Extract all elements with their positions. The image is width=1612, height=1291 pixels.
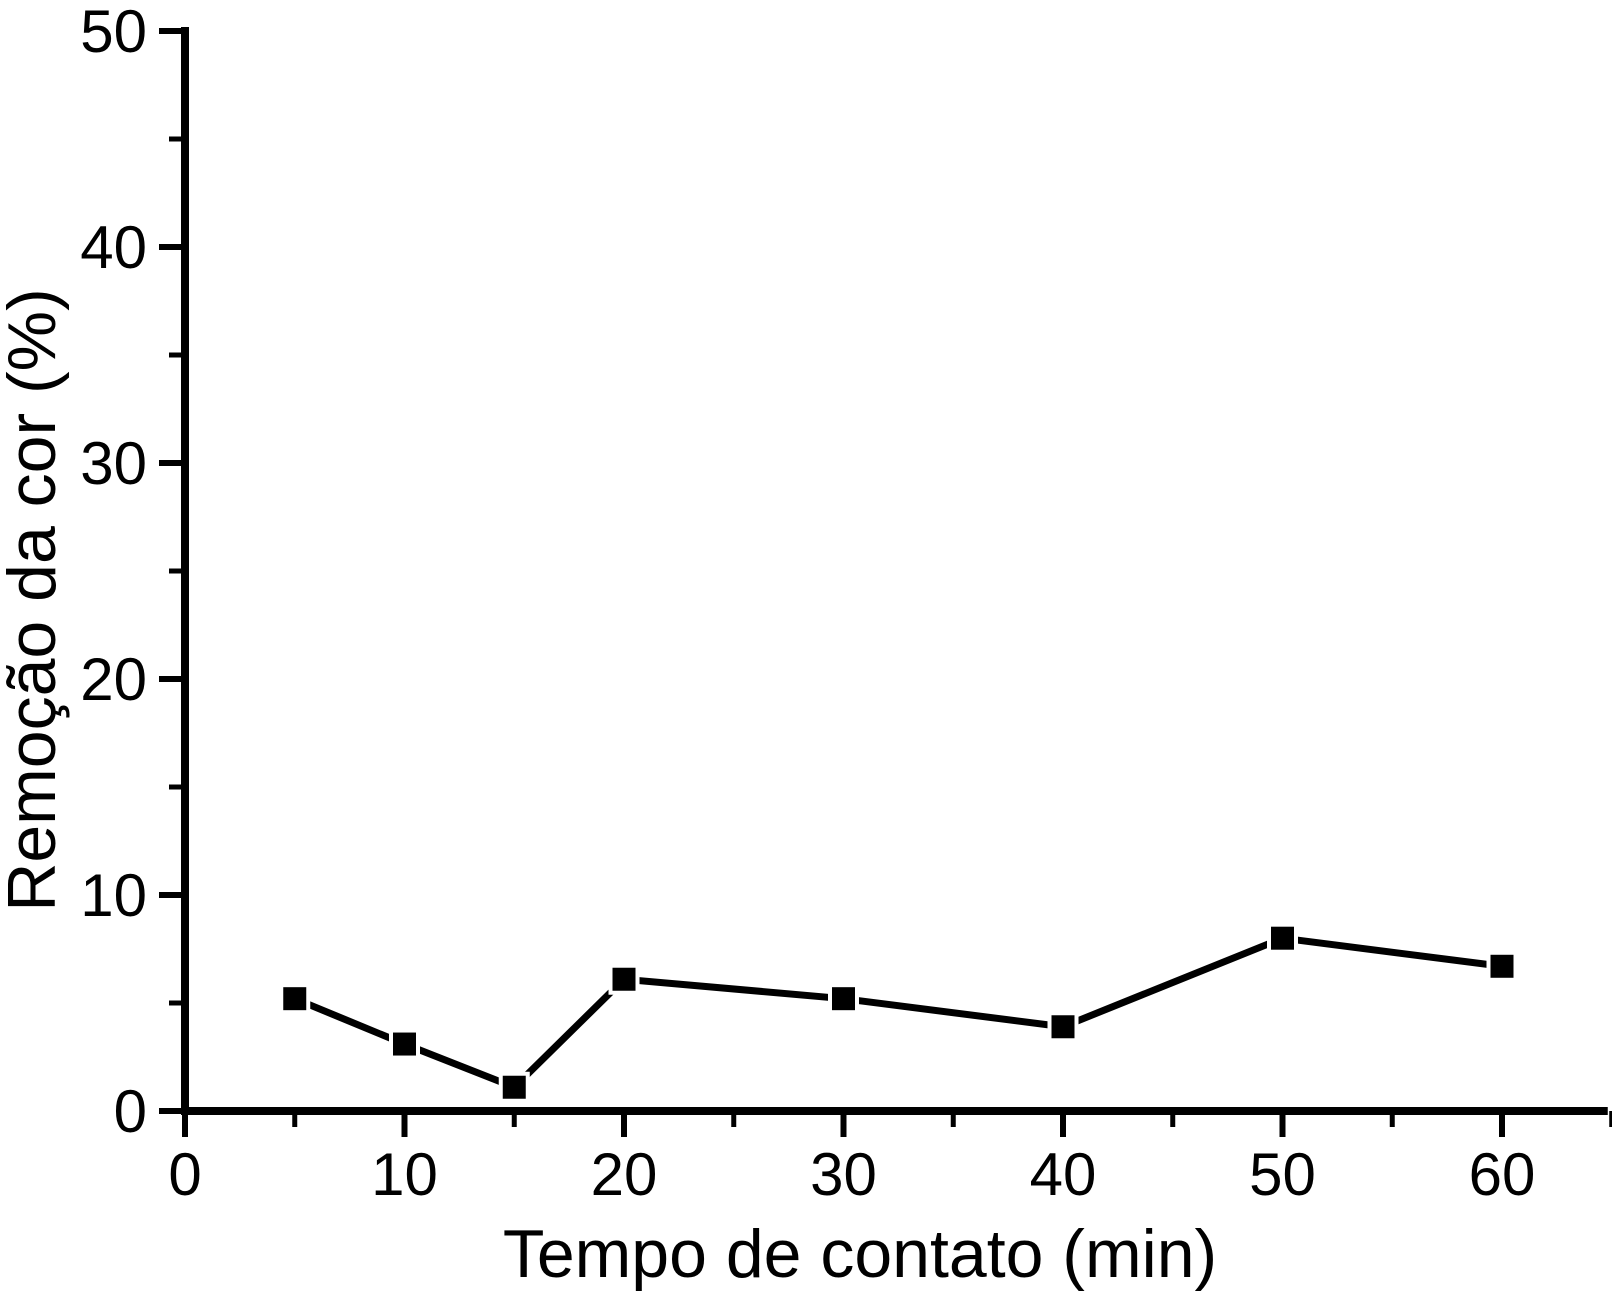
data-point-marker (283, 987, 307, 1011)
y-tick-label: 10 (80, 862, 147, 929)
data-point-marker (1490, 954, 1514, 978)
data-point-marker (1271, 926, 1294, 950)
y-tick-label: 20 (80, 646, 147, 713)
y-tick-label: 40 (80, 214, 147, 281)
y-axis-title: Remoção da cor (%) (0, 288, 70, 912)
axis-tick-labels: 0 10 20 30 40 50 60 0 10 20 30 40 50 (80, 0, 1535, 1208)
x-tick-label: 30 (810, 1141, 877, 1208)
y-tick-label: 50 (80, 0, 147, 65)
x-tick-label: 50 (1249, 1141, 1316, 1208)
data-point-marker (393, 1032, 416, 1056)
data-point-marker (612, 967, 636, 991)
x-tick-label: 20 (591, 1141, 658, 1208)
x-tick-label: 60 (1469, 1141, 1536, 1208)
x-axis-title: Tempo de contato (min) (503, 1216, 1217, 1291)
data-series-line (293, 934, 1503, 1092)
x-tick-label: 0 (168, 1141, 201, 1208)
data-point-marker (1051, 1015, 1075, 1039)
x-tick-label: 10 (371, 1141, 438, 1208)
data-point-marker (502, 1075, 526, 1099)
data-series (279, 922, 1518, 1103)
x-tick-label: 40 (1030, 1141, 1097, 1208)
data-point-marker (832, 987, 855, 1011)
y-tick-label: 30 (80, 430, 147, 497)
y-tick-label: 0 (114, 1078, 147, 1145)
axis-ticks (159, 28, 1612, 1137)
